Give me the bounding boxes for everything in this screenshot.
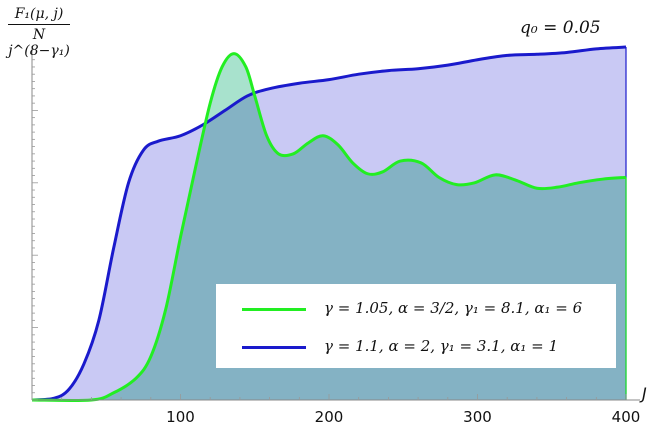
legend-swatch-blue [242,346,306,349]
x-tick-label: 400 [612,408,641,426]
legend-label-green: γ = 1.05, α = 3/2, γ₁ = 8.1, α₁ = 6 [324,299,583,317]
parameter-annotation: q₀ = 0.05 [520,18,601,38]
x-tick-label: 200 [315,408,344,426]
series-line-green [31,52,627,403]
y-axis-label: F₁(μ, j) N j^(8−γ₁) [6,6,72,59]
legend-label-blue: γ = 1.1, α = 2, γ₁ = 3.1, α₁ = 1 [324,337,559,355]
series-line-blue [31,45,627,402]
axes: 100 200 300 400 [31,46,641,426]
series-lines [31,45,627,403]
y-axis-label-denominator: N j^(8−γ₁) [8,27,70,59]
x-tick-label: 100 [166,408,195,426]
legend-item-blue: γ = 1.1, α = 2, γ₁ = 3.1, α₁ = 1 [216,334,616,360]
legend-swatch-green [242,308,306,311]
x-tick-label: 300 [463,408,492,426]
x-axis-label: J [642,384,647,403]
legend: γ = 1.05, α = 3/2, γ₁ = 8.1, α₁ = 6 γ = … [216,284,616,368]
y-axis-label-numerator: F₁(μ, j) [14,6,64,22]
fraction-bar [8,24,70,25]
legend-item-green: γ = 1.05, α = 3/2, γ₁ = 8.1, α₁ = 6 [216,296,616,322]
